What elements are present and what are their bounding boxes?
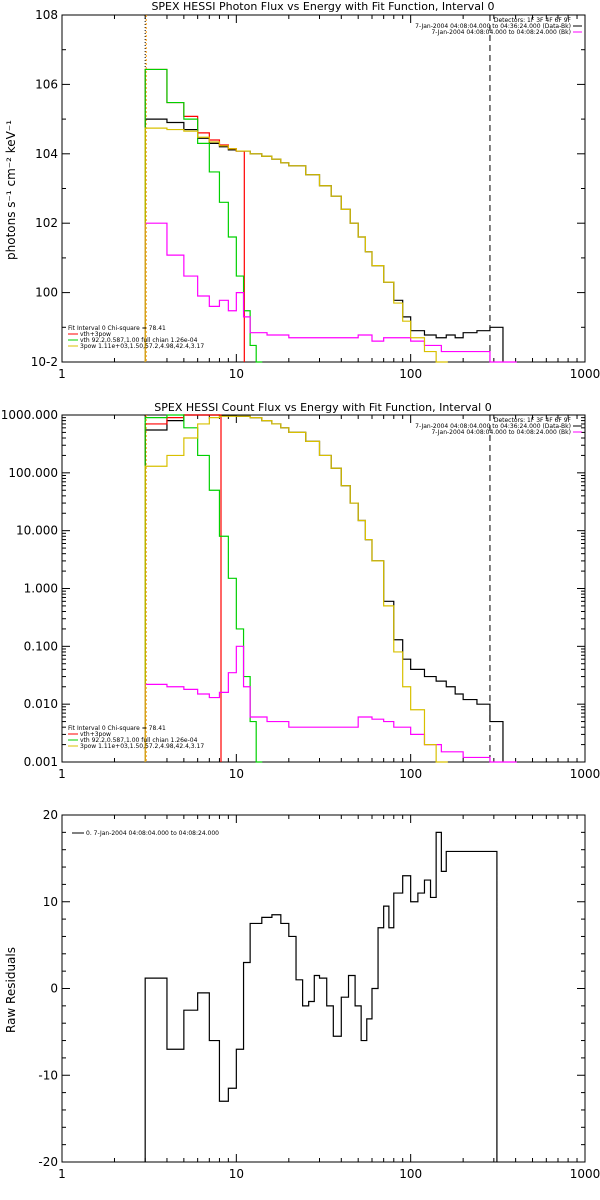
y-tick-label: 10.000 <box>16 524 58 538</box>
chart3-frame <box>61 814 586 1163</box>
y-tick-label: 10-2 <box>31 355 58 369</box>
series-line-4 <box>144 127 448 363</box>
series-line-0 <box>144 118 504 362</box>
legend-bottom-left-entry: Fit Interval 0 Chi-square = 78.41 <box>68 325 166 332</box>
chart1-legend: Detectors: 1F 3F 4F 6F 9F7-Jan-2004 04:0… <box>68 17 582 350</box>
chart2-title: SPEX HESSI Count Flux vs Energy with Fit… <box>154 401 491 414</box>
legend-bottom-left-entry: vth 92.2,0.587,1.00 full chian 1.26e-04 <box>80 737 198 744</box>
legend-bottom-left-entry: vth+3pow <box>80 331 111 338</box>
y-tick-label: 108 <box>35 8 58 22</box>
legend-top-right-entry: 7-Jan-2004 04:08:04.000 to 04:36:24.000 … <box>415 423 571 430</box>
legend-bottom-left-entry: 3pow 1.11e+03,1.50,57.2,4.98,42.4,3.17 <box>80 743 204 750</box>
series-line-3 <box>144 222 517 363</box>
x-tick-label: 1 <box>58 367 66 381</box>
chart1-frame <box>61 14 586 363</box>
y-tick-label: 100 <box>35 286 58 300</box>
x-tick-label: 1000 <box>570 1167 600 1181</box>
chart1-title: SPEX HESSI Photon Flux vs Energy with Fi… <box>151 0 494 13</box>
legend-top-right-entry: 7-Jan-2004 04:08:04.000 to 04:08:24.000 … <box>431 429 571 436</box>
y-tick-label: 0.100 <box>24 639 58 653</box>
x-tick-label: 100 <box>399 367 422 381</box>
chart2-legend: Detectors: 1F 3F 4F 6F 9F7-Jan-2004 04:0… <box>68 417 582 750</box>
x-tick-label: 1000 <box>570 767 600 781</box>
y-tick-label: 102 <box>35 216 58 230</box>
chart1-series <box>144 15 517 363</box>
legend-bottom-left-entry: vth 92.2,0.587,1.00 full chian 1.26e-04 <box>80 337 198 344</box>
y-tick-label: -10 <box>38 1068 58 1082</box>
x-tick-label: 10 <box>229 767 244 781</box>
series-line-0 <box>144 831 498 1162</box>
chart3-series <box>144 831 498 1162</box>
y-tick-label: 100.000 <box>8 466 58 480</box>
chart2-frame <box>61 414 586 763</box>
legend-bottom-left-entry: vth+3pow <box>80 731 111 738</box>
chart3-legend: 0. 7-Jan-2004 04:08:04.000 to 04:08:24.0… <box>72 830 219 837</box>
legend-bottom-left-entry: 3pow 1.11e+03,1.50,57.2,4.98,42.4,3.17 <box>80 343 204 350</box>
y-tick-label: 106 <box>35 77 58 91</box>
y-tick-label: 1.000 <box>24 582 58 596</box>
chart1-ticks: 1 10 100 1000 10-2 100 102 104 106 108 <box>31 8 600 381</box>
y-tick-label: 104 <box>35 147 58 161</box>
chart-count-flux: SPEX HESSI Count Flux vs Energy with Fit… <box>1 401 600 781</box>
chart2-ticks: 1 10 100 1000 0.001 0.010 0.100 1.000 10.000 100.… <box>1 408 600 781</box>
legend-top-right-entry: Detectors: 1F 3F 4F 6F 9F <box>494 417 572 424</box>
y-tick-label: 0 <box>50 982 58 996</box>
x-tick-label: 1 <box>58 1167 66 1181</box>
x-tick-label: 100 <box>399 1167 422 1181</box>
x-tick-label: 10 <box>229 1167 244 1181</box>
y-tick-label: 20 <box>43 808 58 822</box>
chart2-series <box>144 414 517 763</box>
series-line-2 <box>144 414 263 763</box>
x-tick-label: 1000 <box>570 367 600 381</box>
legend-top-right-entry: 7-Jan-2004 04:08:04.000 to 04:36:24.000 … <box>415 23 571 30</box>
chart3-ylabel: Raw Residuals <box>4 947 18 1033</box>
y-tick-label: 0.010 <box>24 697 58 711</box>
legend-bottom-left-entry: Fit Interval 0 Chi-square = 78.41 <box>68 725 166 732</box>
y-tick-label: -20 <box>38 1155 58 1169</box>
legend-entry: 0. 7-Jan-2004 04:08:04.000 to 04:08:24.0… <box>86 830 219 837</box>
x-tick-label: 1 <box>58 767 66 781</box>
series-line-1 <box>144 68 245 362</box>
y-tick-label: 0.001 <box>24 755 58 769</box>
y-tick-label: 10 <box>43 895 58 909</box>
chart-photon-flux: SPEX HESSI Photon Flux vs Energy with Fi… <box>4 0 600 381</box>
series-line-0 <box>144 414 504 762</box>
y-tick-label: 1000.000 <box>1 408 58 422</box>
chart1-ylabel: photons s⁻¹ cm⁻² keV⁻¹ <box>4 120 18 260</box>
x-tick-label: 100 <box>399 767 422 781</box>
chart3-ticks: 1 10 100 1000 -20 -10 0 10 20 <box>38 808 600 1181</box>
legend-top-right-entry: 7-Jan-2004 04:08:04.000 to 04:08:24.000 … <box>431 29 571 36</box>
legend-top-right-entry: Detectors: 1F 3F 4F 6F 9F <box>494 17 572 24</box>
chart-residuals: Raw Residuals 1 10 100 1000 -20 -10 0 10 20 0. 7… <box>4 808 600 1181</box>
x-tick-label: 10 <box>229 367 244 381</box>
series-line-4 <box>144 415 448 763</box>
